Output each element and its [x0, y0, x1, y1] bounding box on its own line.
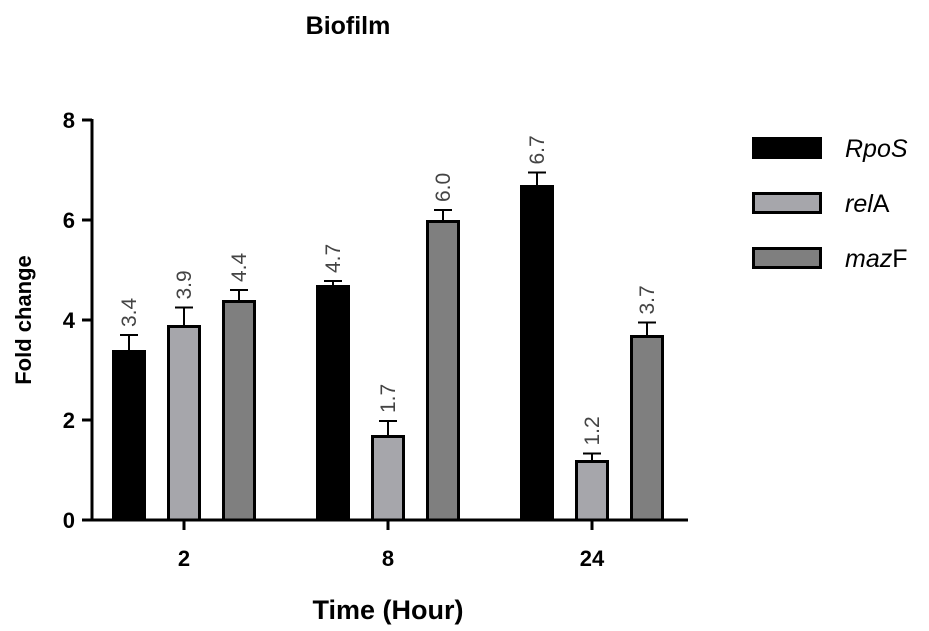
x-axis-title: Time (Hour) [312, 595, 463, 625]
legend-swatch-RpoS [752, 137, 822, 159]
y-tick-label: 2 [63, 408, 75, 433]
bar-RpoS-8 [316, 285, 350, 522]
data-label: 3.9 [173, 270, 196, 299]
bar-relA-24 [575, 460, 609, 522]
bar-mazF-24 [630, 335, 664, 522]
data-label: 6.7 [526, 135, 549, 164]
data-label: 4.4 [228, 252, 251, 282]
legend-label-RpoS: RpoS [845, 135, 908, 163]
data-label: 4.7 [322, 244, 345, 273]
y-tick-label: 8 [63, 108, 75, 133]
bar-RpoS-24 [520, 185, 554, 522]
bar-mazF-8 [426, 220, 460, 522]
data-label: 6.0 [432, 173, 455, 202]
bar-RpoS-2 [112, 350, 146, 522]
bar-mazF-2 [222, 300, 256, 522]
x-tick-label: 2 [178, 546, 190, 571]
data-label: 1.7 [377, 384, 400, 413]
legend-label-mazF: mazF [845, 245, 908, 273]
data-label: 3.4 [118, 297, 141, 327]
legend-swatch-relA [752, 192, 822, 214]
legend-label-relA: relA [845, 190, 890, 218]
x-tick-label: 8 [382, 546, 394, 571]
legend-swatch-mazF [752, 247, 822, 269]
bar-relA-8 [371, 435, 405, 522]
y-axis-title: Fold change [11, 255, 36, 385]
y-tick-label: 6 [63, 208, 75, 233]
y-tick-label: 0 [63, 508, 75, 533]
y-tick-label: 4 [63, 308, 76, 333]
data-label: 3.7 [636, 285, 659, 314]
bar-relA-2 [167, 325, 201, 522]
x-tick-label: 24 [580, 546, 605, 571]
data-label: 1.2 [581, 416, 604, 445]
chart-title: Biofilm [306, 12, 391, 40]
legend: RpoS relA mazF [752, 135, 908, 273]
